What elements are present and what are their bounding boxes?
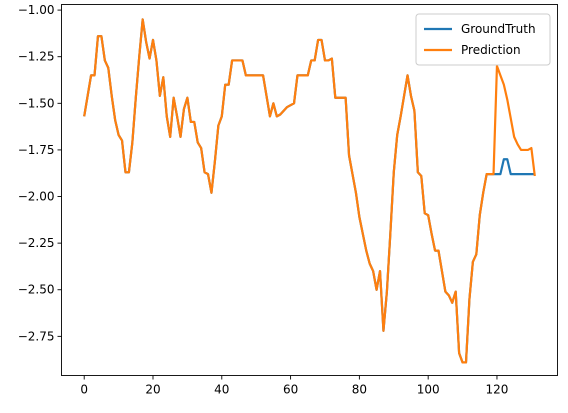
y-tick-label: −2.75	[18, 329, 55, 343]
x-tick-label: 20	[145, 383, 160, 397]
plot-area-frame	[61, 4, 558, 376]
series-line-prediction	[83, 18, 536, 364]
x-tick-label: 60	[283, 383, 298, 397]
legend-label-prediction: Prediction	[461, 43, 521, 57]
y-tick-label: −1.25	[18, 50, 55, 64]
y-tick-label: −2.25	[18, 236, 55, 250]
x-tick-label: 80	[352, 383, 367, 397]
y-tick-label: −1.75	[18, 143, 55, 157]
series-layer	[83, 18, 536, 364]
x-axis-ticks: 0 20 40 60 80 100 120	[80, 375, 509, 397]
x-tick-label: 0	[80, 383, 88, 397]
legend-label-groundtruth: GroundTruth	[461, 22, 536, 36]
legend-box	[415, 13, 551, 66]
x-tick-label: 100	[417, 383, 440, 397]
legend: GroundTruth Prediction	[415, 13, 551, 66]
y-tick-label: −2.00	[18, 190, 55, 204]
x-tick-label: 120	[486, 383, 509, 397]
x-tick-label: 40	[214, 383, 229, 397]
y-axis-ticks: −1.00 −1.25 −1.50 −1.75 −2.00 −2.25 −2.50 −2.75	[18, 3, 62, 343]
y-tick-label: −1.00	[18, 3, 55, 17]
y-tick-label: −1.50	[18, 96, 55, 110]
y-tick-label: −2.50	[18, 283, 55, 297]
